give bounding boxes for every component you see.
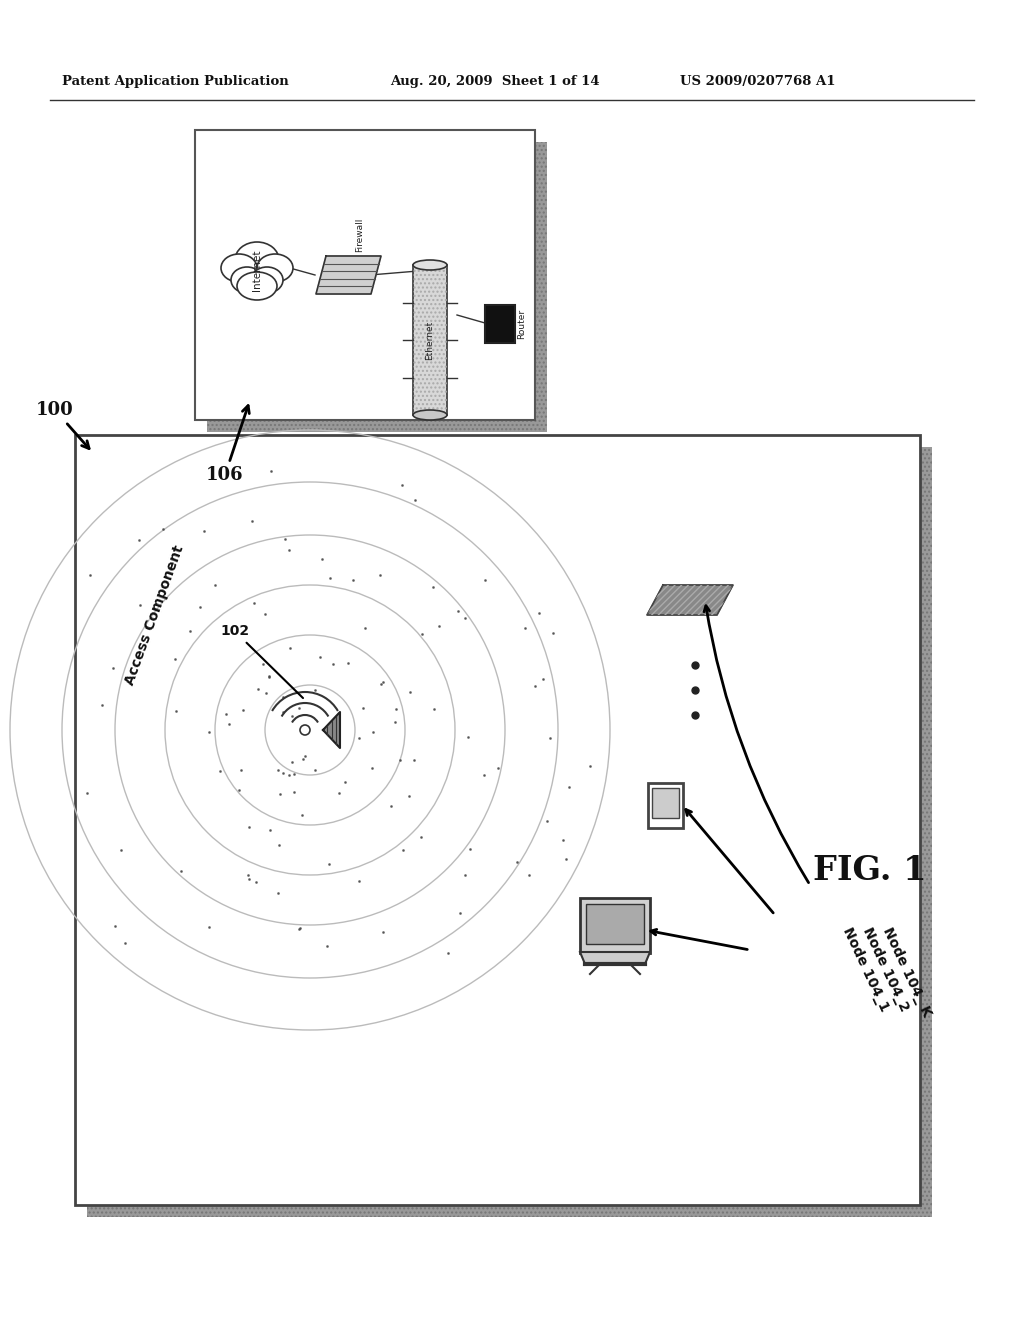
Text: Aug. 20, 2009  Sheet 1 of 14: Aug. 20, 2009 Sheet 1 of 14	[390, 75, 600, 88]
Bar	[207, 143, 547, 432]
Bar	[87, 447, 932, 1217]
Ellipse shape	[234, 242, 279, 279]
Text: Access Component: Access Component	[123, 544, 186, 686]
Text: 100: 100	[36, 401, 89, 449]
Bar	[87, 447, 932, 1217]
Ellipse shape	[221, 253, 257, 282]
Bar	[207, 143, 547, 432]
Text: US 2009/0207768 A1: US 2009/0207768 A1	[680, 75, 836, 88]
Ellipse shape	[257, 253, 293, 282]
Text: Ethernet: Ethernet	[426, 321, 434, 359]
Text: Internet: Internet	[252, 249, 262, 290]
Bar	[413, 265, 447, 414]
Text: Patent Application Publication: Patent Application Publication	[62, 75, 289, 88]
Text: Node 104_ K: Node 104_ K	[880, 925, 934, 1019]
Ellipse shape	[413, 260, 447, 271]
Ellipse shape	[251, 267, 283, 293]
Bar	[485, 305, 515, 343]
Polygon shape	[316, 256, 381, 294]
Polygon shape	[580, 952, 650, 964]
Text: Firewall: Firewall	[355, 218, 364, 252]
Ellipse shape	[413, 411, 447, 420]
Text: FIG. 1: FIG. 1	[813, 854, 927, 887]
Bar	[652, 788, 679, 818]
Bar	[648, 783, 683, 828]
Bar	[580, 898, 650, 953]
Bar	[75, 436, 920, 1205]
Polygon shape	[647, 585, 733, 615]
Text: Node 104_1: Node 104_1	[840, 925, 891, 1014]
Bar	[413, 265, 447, 414]
Text: 106: 106	[206, 405, 249, 484]
Ellipse shape	[237, 272, 278, 300]
Text: Node 104_2: Node 104_2	[860, 925, 911, 1014]
Bar	[586, 904, 644, 944]
Text: Router: Router	[517, 309, 526, 339]
Circle shape	[300, 725, 310, 735]
Text: 102: 102	[220, 624, 303, 698]
Polygon shape	[323, 711, 340, 748]
Bar	[195, 129, 535, 420]
Ellipse shape	[231, 267, 263, 293]
